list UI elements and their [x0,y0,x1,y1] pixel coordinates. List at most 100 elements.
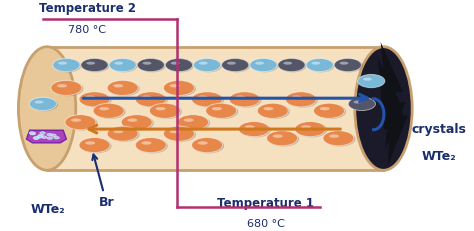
Ellipse shape [222,58,249,72]
Ellipse shape [308,59,335,72]
Ellipse shape [164,126,194,141]
Ellipse shape [170,130,180,133]
Ellipse shape [315,104,346,119]
Ellipse shape [66,116,98,131]
Ellipse shape [58,62,67,65]
Text: 780 °C: 780 °C [68,24,107,35]
Polygon shape [384,74,405,121]
Ellipse shape [301,125,311,129]
Ellipse shape [109,81,140,96]
Ellipse shape [223,59,250,72]
Ellipse shape [30,132,36,135]
Ellipse shape [51,80,82,95]
Ellipse shape [255,62,264,65]
Ellipse shape [114,62,123,65]
Ellipse shape [207,104,238,119]
Ellipse shape [85,141,95,145]
Ellipse shape [179,116,210,131]
Ellipse shape [171,62,180,65]
Ellipse shape [264,107,273,110]
Ellipse shape [71,119,81,122]
Ellipse shape [165,58,192,72]
Ellipse shape [135,137,166,153]
Ellipse shape [40,132,46,134]
Text: WTe₂: WTe₂ [30,203,65,216]
Ellipse shape [93,103,124,118]
Polygon shape [378,58,398,104]
Ellipse shape [250,58,277,72]
Ellipse shape [336,59,363,72]
Ellipse shape [79,92,110,107]
Ellipse shape [65,115,96,130]
Ellipse shape [37,134,43,137]
Ellipse shape [29,132,35,134]
Ellipse shape [123,116,154,131]
Ellipse shape [245,125,255,129]
Ellipse shape [57,84,67,88]
Ellipse shape [279,59,307,72]
Text: WTe₂: WTe₂ [422,150,456,163]
Ellipse shape [110,59,137,72]
Ellipse shape [295,122,326,137]
Text: Temperature 2: Temperature 2 [39,3,136,15]
Ellipse shape [296,122,327,137]
Text: 680 °C: 680 °C [247,219,285,229]
Ellipse shape [319,107,330,110]
Ellipse shape [95,104,126,119]
Ellipse shape [37,135,43,138]
Ellipse shape [273,134,283,138]
Ellipse shape [212,107,222,110]
Ellipse shape [311,62,320,65]
Ellipse shape [47,137,53,140]
Ellipse shape [18,47,76,170]
Ellipse shape [85,96,95,99]
Ellipse shape [193,58,221,72]
Polygon shape [385,101,405,150]
Ellipse shape [165,127,196,142]
Ellipse shape [113,130,123,133]
Ellipse shape [278,58,305,72]
Ellipse shape [34,137,39,139]
Ellipse shape [229,92,260,107]
Ellipse shape [79,137,110,153]
Ellipse shape [191,137,223,153]
Ellipse shape [355,47,412,170]
Ellipse shape [323,131,354,146]
Ellipse shape [268,131,299,146]
Ellipse shape [113,84,123,88]
Ellipse shape [86,62,95,65]
Ellipse shape [33,137,39,140]
Ellipse shape [167,59,194,72]
Ellipse shape [193,93,224,108]
Ellipse shape [109,127,140,142]
Polygon shape [27,130,66,143]
Ellipse shape [350,98,377,111]
Ellipse shape [170,84,180,88]
Ellipse shape [81,93,111,108]
Ellipse shape [35,100,44,103]
Ellipse shape [137,58,164,72]
Ellipse shape [283,62,292,65]
Ellipse shape [357,74,385,88]
Ellipse shape [121,115,152,130]
Polygon shape [388,115,408,166]
Ellipse shape [231,93,262,108]
Ellipse shape [193,138,224,153]
Polygon shape [383,65,403,111]
Ellipse shape [206,103,237,118]
Ellipse shape [47,133,52,136]
Ellipse shape [53,58,80,72]
Ellipse shape [143,62,151,65]
Ellipse shape [99,107,109,110]
Ellipse shape [164,80,194,95]
Text: crystals: crystals [412,123,467,136]
Ellipse shape [292,96,301,99]
Ellipse shape [198,141,208,145]
Ellipse shape [141,96,152,99]
Ellipse shape [227,62,236,65]
Ellipse shape [137,138,168,153]
Ellipse shape [334,58,361,72]
Ellipse shape [165,81,196,96]
Ellipse shape [359,75,386,88]
Ellipse shape [54,136,59,139]
